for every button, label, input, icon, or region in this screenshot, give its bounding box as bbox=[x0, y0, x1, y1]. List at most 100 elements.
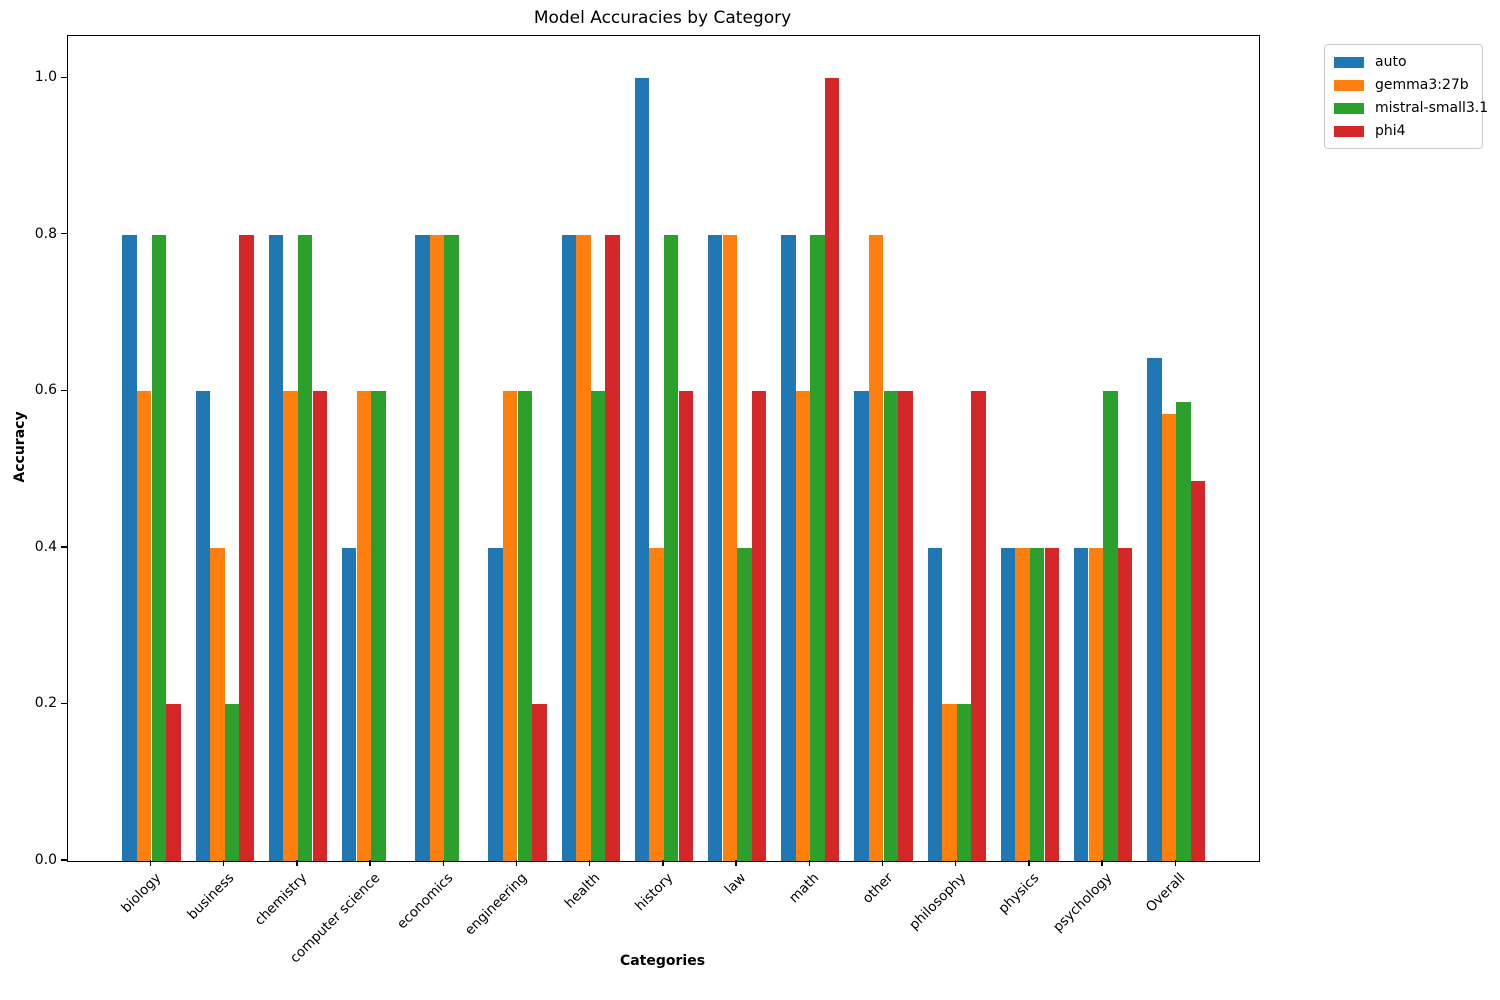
legend-label-mistral-small3-1: mistral-small3.1 bbox=[1375, 100, 1489, 116]
x-tick-label-biology: biology bbox=[117, 870, 164, 917]
bar-gemma3-27b-biology bbox=[136, 391, 152, 861]
bar-mistral-small3-1-economics bbox=[444, 234, 459, 861]
bar-phi4-overall bbox=[1190, 480, 1206, 861]
x-tick-label-history: history bbox=[632, 870, 677, 915]
bar-mistral-small3-1-philosophy bbox=[956, 704, 972, 861]
x-tick-mark bbox=[515, 860, 518, 866]
bar-gemma3-27b-chemistry bbox=[283, 391, 298, 861]
x-tick-label-physics: physics bbox=[995, 870, 1043, 917]
x-tick-label-other: other bbox=[859, 870, 896, 907]
bar-auto-history bbox=[634, 78, 650, 861]
bar-gemma3-27b-psychology bbox=[1088, 547, 1104, 861]
bar-auto-economics bbox=[415, 234, 430, 861]
legend: auto gemma3:27b mistral-small3.1 phi4 bbox=[1324, 44, 1488, 149]
y-axis-label: Accuracy bbox=[12, 411, 28, 483]
x-tick-label-psychology: psychology bbox=[1050, 870, 1116, 936]
bar-mistral-small3-1-biology bbox=[151, 234, 167, 861]
x-tick-mark bbox=[662, 860, 664, 866]
bar-phi4-engineering bbox=[532, 704, 547, 861]
bar-gemma3-27b-math bbox=[795, 391, 811, 861]
x-tick-mark bbox=[223, 860, 225, 866]
bar-phi4-business bbox=[239, 234, 254, 861]
bar-phi4-health bbox=[605, 234, 620, 861]
y-tick-label: 0.6 bbox=[34, 382, 57, 399]
legend-swatch-phi4 bbox=[1334, 125, 1364, 137]
bar-mistral-small3-1-physics bbox=[1029, 547, 1045, 861]
x-tick-mark bbox=[808, 860, 810, 866]
plot-area bbox=[67, 35, 1260, 862]
bar-auto-computer-science bbox=[341, 547, 357, 861]
y-tick-label: 1.0 bbox=[34, 69, 57, 86]
bar-gemma3-27b-physics bbox=[1015, 547, 1030, 861]
legend-swatch-auto bbox=[1334, 56, 1364, 68]
legend-item-phi4: phi4 bbox=[1334, 123, 1472, 139]
bar-gemma3-27b-economics bbox=[429, 234, 445, 861]
x-tick-mark bbox=[735, 860, 737, 866]
bar-gemma3-27b-overall bbox=[1161, 414, 1177, 861]
bar-gemma3-27b-law bbox=[722, 234, 738, 861]
y-tick-mark bbox=[61, 859, 67, 861]
x-tick-label-overall: Overall bbox=[1143, 870, 1189, 916]
bar-mistral-small3-1-chemistry bbox=[297, 234, 313, 861]
chart-title: Model Accuracies by Category bbox=[533, 8, 792, 28]
bar-auto-engineering bbox=[488, 547, 503, 861]
x-tick-label-philosophy: philosophy bbox=[905, 870, 970, 934]
bar-phi4-math bbox=[824, 78, 840, 861]
x-tick-label-math: math bbox=[786, 870, 823, 907]
y-tick-mark bbox=[61, 76, 67, 78]
bar-phi4-philosophy bbox=[971, 391, 986, 861]
bar-auto-other bbox=[854, 391, 869, 861]
bar-mistral-small3-1-engineering bbox=[517, 391, 533, 861]
bar-gemma3-27b-business bbox=[210, 547, 225, 861]
bar-mistral-small3-1-history bbox=[663, 234, 679, 861]
y-tick-mark bbox=[61, 546, 67, 548]
legend-swatch-gemma3-27b bbox=[1334, 79, 1364, 91]
bar-mistral-small3-1-math bbox=[810, 234, 825, 861]
x-tick-mark bbox=[1101, 860, 1103, 866]
bar-phi4-law bbox=[751, 391, 767, 861]
bar-mistral-small3-1-psychology bbox=[1103, 391, 1118, 861]
legend-label-gemma3-27b: gemma3:27b bbox=[1375, 77, 1469, 93]
x-axis-label: Categories bbox=[619, 953, 706, 969]
x-tick-mark bbox=[442, 860, 444, 866]
x-tick-label-chemistry: chemistry bbox=[251, 870, 311, 929]
legend-swatch-mistral-small3-1 bbox=[1334, 102, 1364, 114]
y-tick-label: 0.8 bbox=[34, 225, 57, 242]
x-tick-mark bbox=[369, 860, 371, 866]
x-tick-mark bbox=[589, 860, 591, 866]
y-tick-label: 0.4 bbox=[34, 538, 57, 555]
x-tick-label-economics: economics bbox=[394, 870, 457, 933]
y-tick-label: 0.2 bbox=[34, 695, 57, 712]
bar-gemma3-27b-health bbox=[576, 234, 591, 861]
bar-gemma3-27b-other bbox=[868, 234, 884, 861]
bar-mistral-small3-1-law bbox=[737, 547, 752, 861]
bar-auto-law bbox=[707, 234, 723, 861]
legend-label-auto: auto bbox=[1375, 54, 1407, 70]
bar-phi4-chemistry bbox=[312, 391, 328, 861]
legend-label-phi4: phi4 bbox=[1375, 123, 1406, 139]
bar-auto-physics bbox=[1000, 547, 1016, 861]
bar-auto-business bbox=[195, 391, 211, 861]
bar-auto-psychology bbox=[1073, 547, 1089, 861]
bar-phi4-psychology bbox=[1117, 547, 1133, 861]
y-tick-mark bbox=[61, 702, 67, 705]
bar-mistral-small3-1-health bbox=[590, 391, 606, 861]
legend-item-auto: auto bbox=[1334, 54, 1472, 70]
bar-gemma3-27b-computer-science bbox=[356, 391, 372, 861]
x-tick-label-law: law bbox=[721, 870, 750, 898]
bar-gemma3-27b-history bbox=[649, 547, 664, 861]
x-tick-label-health: health bbox=[561, 870, 604, 912]
bar-phi4-physics bbox=[1044, 547, 1060, 861]
bar-phi4-other bbox=[898, 391, 913, 861]
x-tick-label-engineering: engineering bbox=[461, 870, 530, 939]
y-tick-label: 0.0 bbox=[34, 852, 57, 868]
legend-item-gemma3-27b: gemma3:27b bbox=[1334, 77, 1472, 93]
x-tick-mark bbox=[955, 860, 957, 866]
bar-auto-philosophy bbox=[927, 547, 943, 861]
bar-mistral-small3-1-overall bbox=[1176, 402, 1191, 861]
x-tick-mark bbox=[1174, 860, 1176, 866]
bar-mistral-small3-1-computer-science bbox=[371, 391, 386, 861]
bar-mistral-small3-1-other bbox=[883, 391, 899, 861]
x-tick-label-business: business bbox=[184, 870, 238, 923]
